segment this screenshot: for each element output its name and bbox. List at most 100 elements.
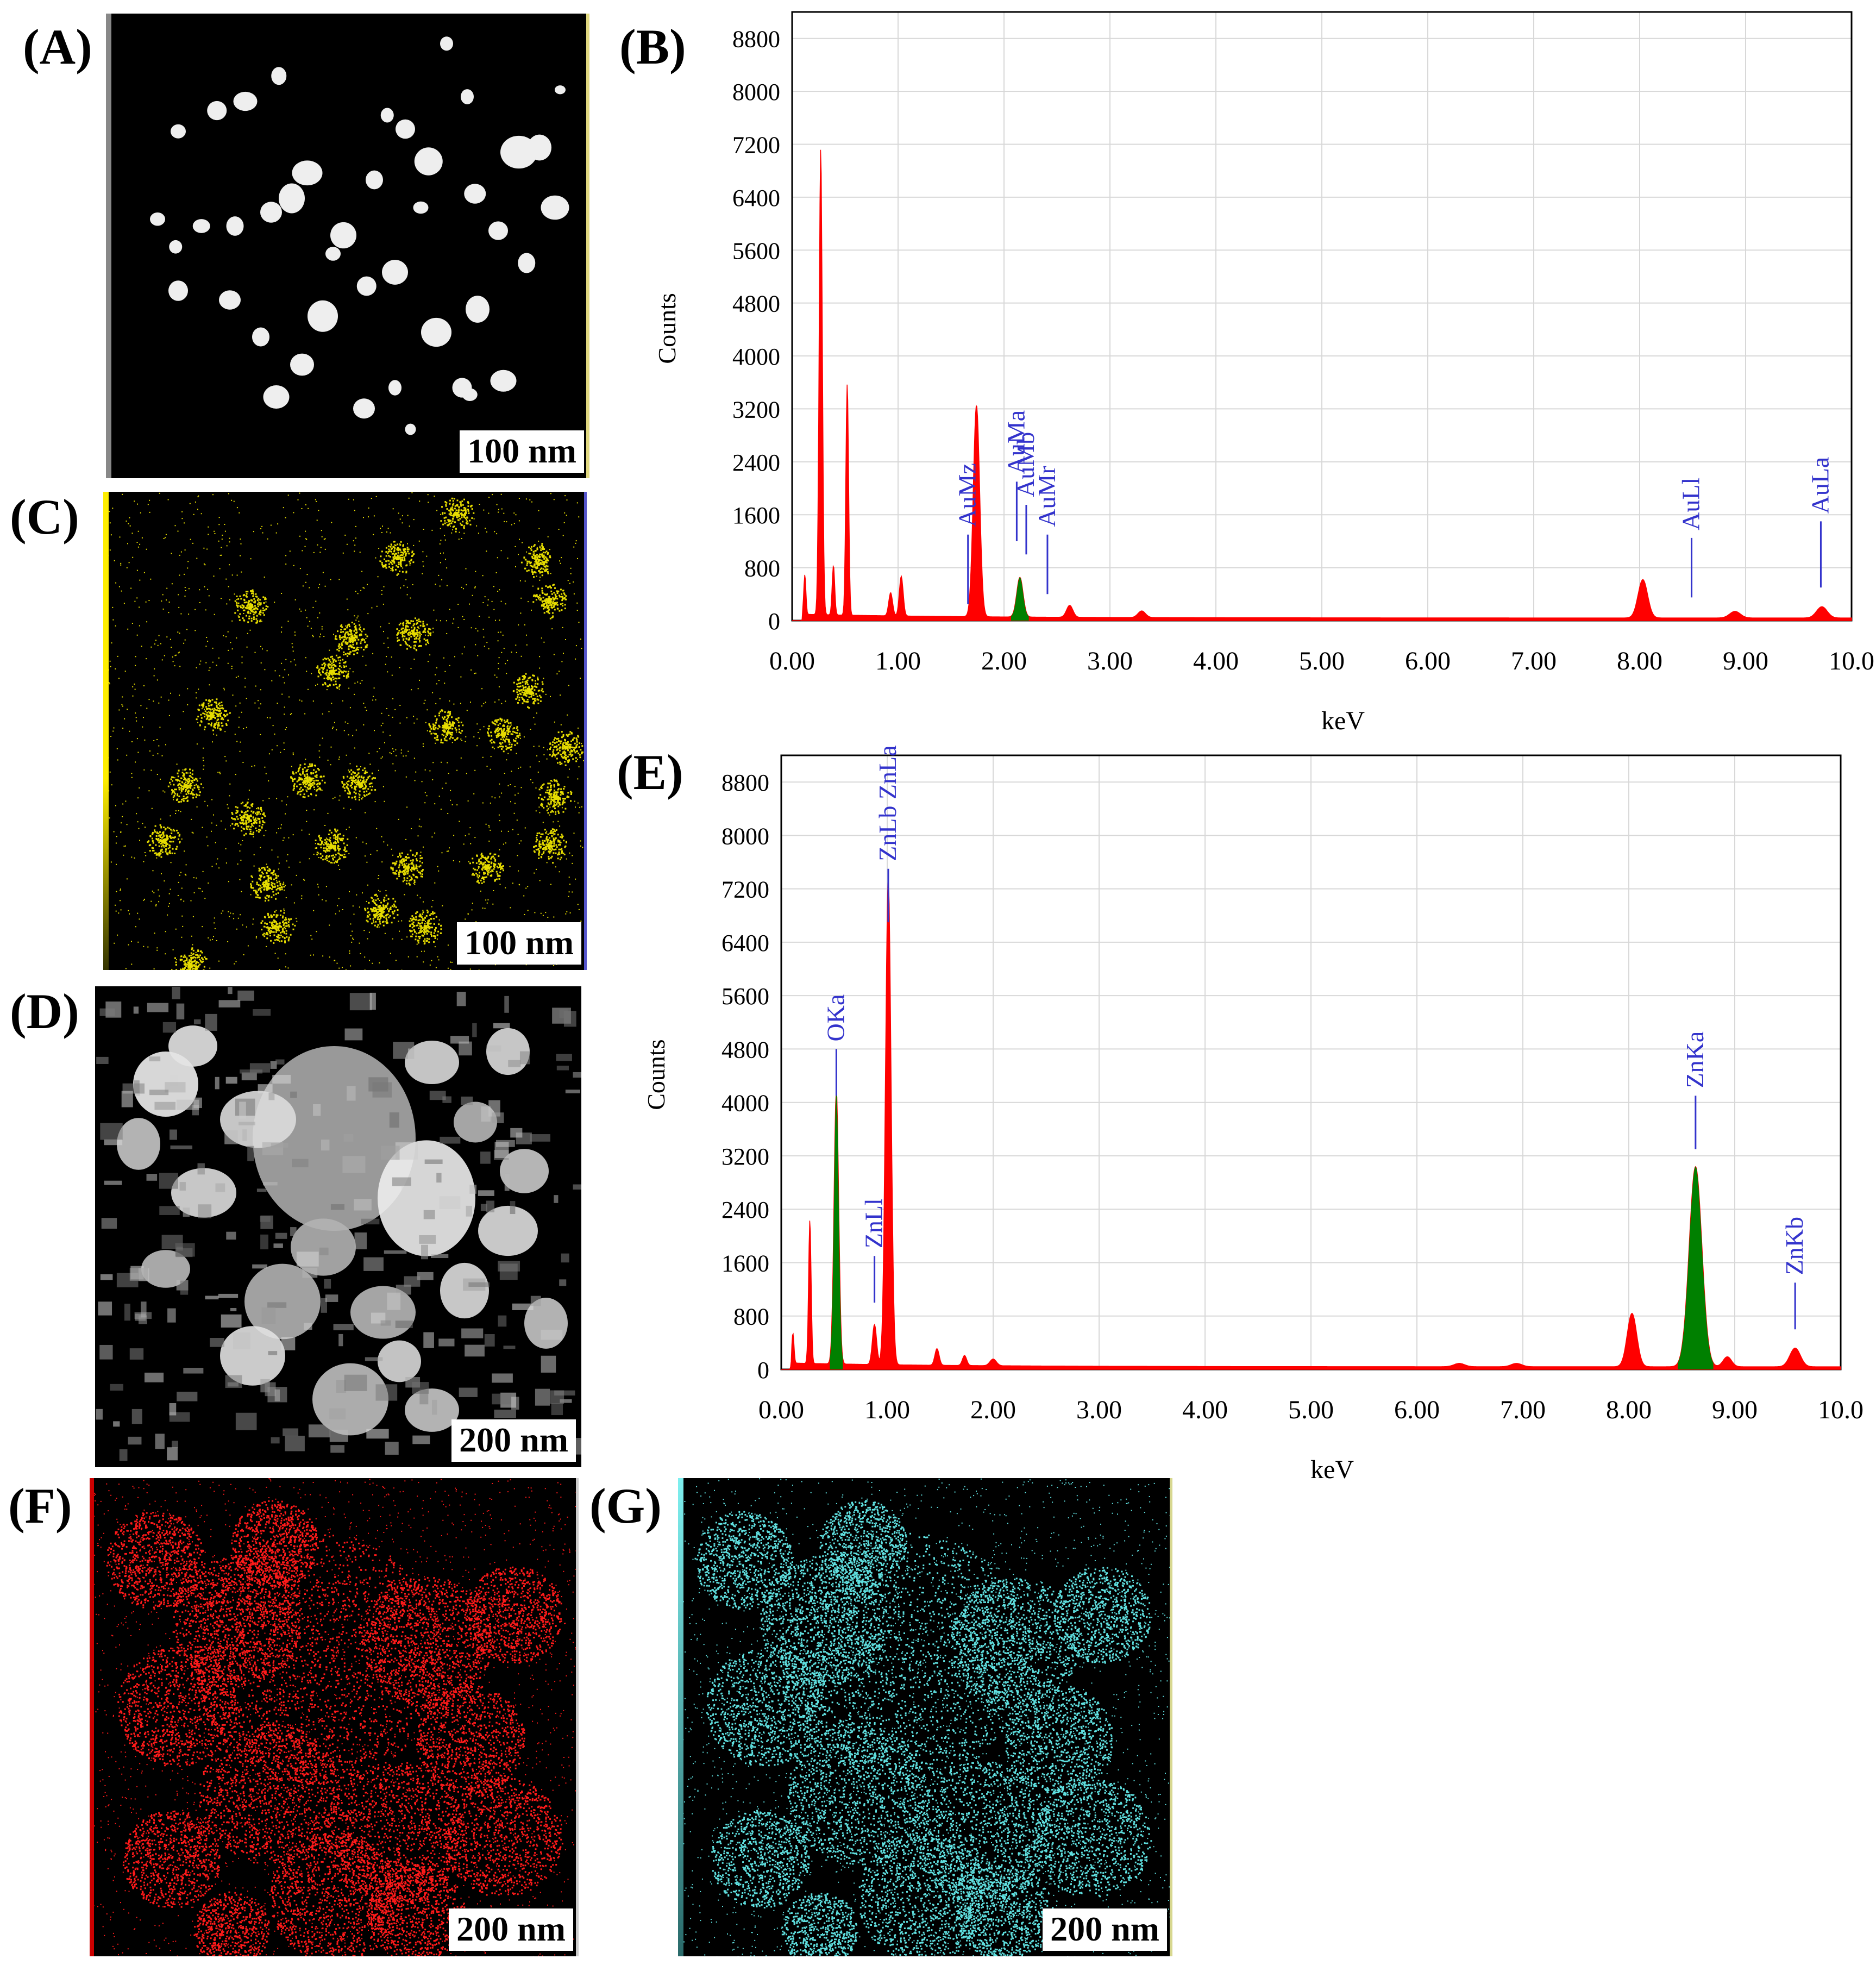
panel-label-f: (F) — [8, 1478, 72, 1534]
x-tick-label: 2.00 — [981, 647, 1027, 675]
particle — [169, 240, 183, 254]
x-tick-label: 0.00 — [758, 1395, 804, 1424]
x-tick-label: 10.0 — [1829, 647, 1874, 675]
y-tick-label: 8800 — [721, 769, 769, 796]
particle — [440, 36, 453, 51]
eds-spectrum-e: 0 800 1600 2400 3200 4000 4800 5600 6400 7200 8000… — [608, 744, 1876, 1494]
scale-bar-f: 200 nm — [449, 1908, 573, 1951]
particle — [555, 85, 566, 95]
x-tick-label: 2.00 — [970, 1395, 1016, 1424]
y-tick-label: 2400 — [721, 1197, 769, 1223]
spectrum-curve — [792, 149, 1852, 621]
particle — [260, 202, 282, 223]
x-tick-label: 4.00 — [1193, 647, 1239, 675]
particle — [290, 353, 314, 376]
y-tick-label: 1600 — [721, 1250, 769, 1276]
particle — [219, 290, 241, 310]
particle — [150, 212, 165, 226]
x-tick-label: 5.00 — [1299, 647, 1345, 675]
panel-label-e: (E) — [617, 744, 683, 800]
element-label: AuLa — [1806, 457, 1834, 514]
particle — [466, 296, 490, 323]
x-tick-label: 8.00 — [1617, 647, 1662, 675]
panel-label-g: (G) — [589, 1478, 662, 1534]
x-tick-label: 4.00 — [1182, 1395, 1228, 1424]
scale-bar-c: 100 nm — [457, 922, 581, 965]
highlighted-peak — [1678, 1166, 1714, 1369]
particle — [396, 119, 415, 139]
x-tick-label: 1.00 — [864, 1395, 910, 1424]
particle — [380, 108, 394, 123]
y-tick-label: 7200 — [721, 877, 769, 903]
y-tick-label: 0 — [757, 1357, 769, 1384]
particle — [353, 398, 375, 419]
particle — [413, 201, 429, 214]
scale-bar-a: 100 nm — [460, 430, 584, 473]
element-label: AuMb — [1012, 432, 1039, 497]
x-tick-label: 0.00 — [769, 647, 815, 675]
eds-map-au: 100 nm — [103, 492, 587, 970]
x-tick-label: 6.00 — [1405, 647, 1451, 675]
y-tick-label: 0 — [768, 608, 780, 635]
y-tick-label: 2400 — [732, 449, 780, 476]
y-tick-label: 6400 — [732, 185, 780, 211]
haadf-image-au: 100 nm — [106, 14, 589, 478]
highlighted-peak — [830, 1090, 843, 1369]
y-tick-label: 5600 — [721, 983, 769, 1010]
particle — [405, 423, 416, 435]
particle — [207, 101, 227, 121]
y-tick-label: 8000 — [732, 79, 780, 105]
particle — [325, 247, 341, 261]
particle — [421, 317, 451, 347]
x-tick-label: 7.00 — [1511, 647, 1557, 675]
x-tick-label: 10.0 — [1818, 1395, 1864, 1424]
spectrum-curve — [781, 879, 1841, 1370]
element-label: ZnLb ZnLa — [874, 745, 901, 861]
x-tick-label: 3.00 — [1076, 1395, 1122, 1424]
y-tick-label: 4000 — [721, 1090, 769, 1117]
x-tick-label: 9.00 — [1712, 1395, 1758, 1424]
particle — [252, 327, 269, 347]
y-tick-label: 3200 — [732, 396, 780, 423]
element-label: AuMz — [953, 463, 981, 527]
element-label: ZnKa — [1681, 1031, 1709, 1088]
x-tick-label: 9.00 — [1723, 647, 1768, 675]
y-tick-label: 800 — [733, 1304, 769, 1330]
x-tick-label: 5.00 — [1288, 1395, 1334, 1424]
y-axis-label: Counts — [653, 293, 681, 364]
particle — [356, 276, 377, 296]
x-tick-label: 3.00 — [1087, 647, 1133, 675]
particle — [461, 89, 474, 104]
element-label: ZnLl — [860, 1198, 888, 1248]
eds-map-zn: 200 nm — [678, 1478, 1172, 1956]
y-axis-label: Counts — [642, 1039, 670, 1110]
x-tick-label: 8.00 — [1606, 1395, 1652, 1424]
particle — [462, 388, 478, 401]
eds-map-o: 200 nm — [90, 1478, 579, 1956]
eds-spectrum-b: 0 800 1600 2400 3200 4000 4800 5600 6400 7200 8000… — [619, 0, 1876, 750]
element-label: AuLl — [1677, 478, 1705, 530]
y-tick-label: 3200 — [721, 1143, 769, 1170]
particle — [518, 253, 536, 273]
y-tick-label: 800 — [744, 555, 780, 582]
y-tick-label: 4000 — [732, 343, 780, 370]
scale-bar-g: 200 nm — [1043, 1908, 1167, 1951]
particle — [488, 221, 508, 240]
particle — [308, 300, 338, 332]
particle — [168, 280, 188, 301]
panel-label-b: (B) — [619, 19, 686, 74]
y-tick-label: 7200 — [732, 132, 780, 158]
highlighted-peak — [1011, 577, 1029, 621]
x-tick-label: 7.00 — [1500, 1395, 1546, 1424]
particle — [541, 195, 569, 220]
element-label: AuMr — [1033, 466, 1061, 527]
particle — [336, 223, 351, 239]
particle — [414, 147, 443, 176]
particle — [366, 170, 383, 190]
y-tick-label: 1600 — [732, 502, 780, 529]
y-tick-label: 8800 — [732, 26, 780, 53]
particle — [464, 184, 486, 204]
particle — [263, 385, 290, 409]
x-axis-label: keV — [1310, 1455, 1354, 1484]
particle — [388, 380, 401, 396]
